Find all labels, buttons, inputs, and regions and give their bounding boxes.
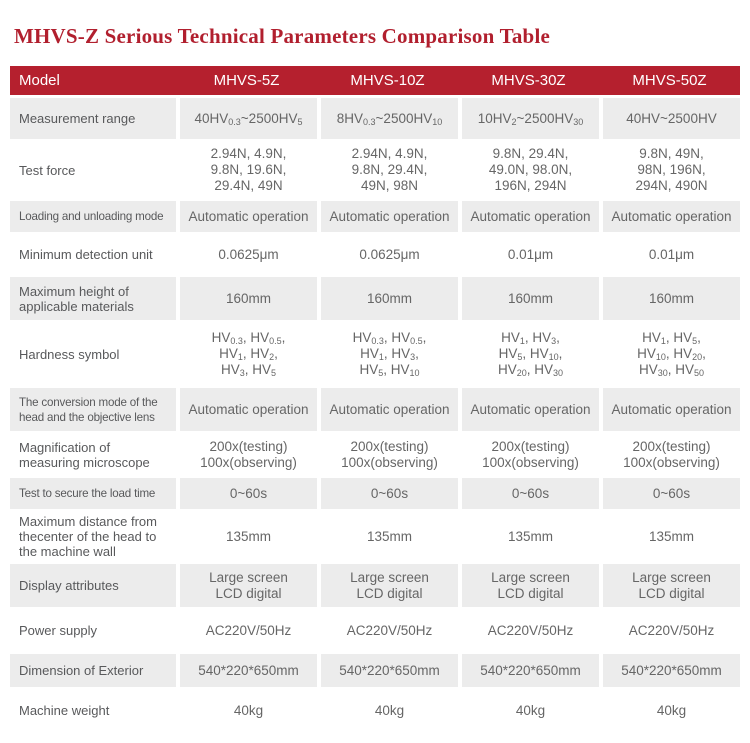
row-label: The conversion mode of the head and the … — [10, 385, 176, 431]
cell-value: Large screen LCD digital — [458, 561, 599, 607]
header-model: Model — [10, 66, 176, 95]
cell-value: Automatic operation — [599, 198, 740, 232]
cell-value: 160mm — [458, 274, 599, 320]
cell-value: 160mm — [176, 274, 317, 320]
row-load-time: Test to secure the load time 0~60s 0~60s… — [10, 475, 740, 509]
cell-value: 2.94N, 4.9N, 9.8N, 19.6N, 29.4N, 49N — [176, 139, 317, 198]
row-label: Hardness symbol — [10, 320, 176, 385]
cell-value: 40kg — [176, 687, 317, 731]
row-label: Maximum distance from thecenter of the h… — [10, 509, 176, 561]
cell-value: 160mm — [317, 274, 458, 320]
row-label: Display attributes — [10, 561, 176, 607]
cell-value: Automatic operation — [599, 385, 740, 431]
cell-value: Automatic operation — [317, 198, 458, 232]
cell-value: HV0.3, HV0.5, HV1, HV3, HV5, HV10 — [317, 320, 458, 385]
row-label: Minimum detection unit — [10, 232, 176, 274]
parameters-table: Model MHVS-5Z MHVS-10Z MHVS-30Z MHVS-50Z… — [10, 66, 740, 731]
header-mhvs-30z: MHVS-30Z — [458, 66, 599, 95]
cell-value: 0.0625μm — [176, 232, 317, 274]
cell-value: AC220V/50Hz — [458, 607, 599, 651]
cell-value: AC220V/50Hz — [176, 607, 317, 651]
cell-value: 540*220*650mm — [317, 651, 458, 687]
cell-value: 0.01μm — [458, 232, 599, 274]
table-header-row: Model MHVS-5Z MHVS-10Z MHVS-30Z MHVS-50Z — [10, 66, 740, 95]
cell-value: 10HV2~2500HV30 — [458, 95, 599, 139]
cell-value: 40HV~2500HV — [599, 95, 740, 139]
cell-value: AC220V/50Hz — [317, 607, 458, 651]
cell-value: Automatic operation — [458, 198, 599, 232]
row-label: Power supply — [10, 607, 176, 651]
row-magnification: Magnification of measuring microscope 20… — [10, 431, 740, 475]
cell-value: Automatic operation — [176, 385, 317, 431]
row-dimension-exterior: Dimension of Exterior 540*220*650mm 540*… — [10, 651, 740, 687]
cell-value: 0.0625μm — [317, 232, 458, 274]
cell-value: 0~60s — [458, 475, 599, 509]
cell-value: Automatic operation — [458, 385, 599, 431]
cell-value: 8HV0.3~2500HV10 — [317, 95, 458, 139]
cell-value: 0.01μm — [599, 232, 740, 274]
cell-value: 135mm — [599, 509, 740, 561]
row-display-attributes: Display attributes Large screen LCD digit… — [10, 561, 740, 607]
row-measurement-range: Measurement range 40HV0.3~2500HV5 8HV0.3… — [10, 95, 740, 139]
cell-value: 40HV0.3~2500HV5 — [176, 95, 317, 139]
cell-value: 40kg — [458, 687, 599, 731]
row-machine-weight: Machine weight 40kg 40kg 40kg 40kg — [10, 687, 740, 731]
cell-value: 135mm — [317, 509, 458, 561]
row-label: Test force — [10, 139, 176, 198]
row-label: Test to secure the load time — [10, 475, 176, 509]
row-loading-unloading-mode: Loading and unloading mode Automatic ope… — [10, 198, 740, 232]
cell-value: 9.8N, 49N, 98N, 196N, 294N, 490N — [599, 139, 740, 198]
cell-value: HV0.3, HV0.5, HV1, HV2, HV3, HV5 — [176, 320, 317, 385]
cell-value: 9.8N, 29.4N, 49.0N, 98.0N, 196N, 294N — [458, 139, 599, 198]
row-label: Machine weight — [10, 687, 176, 731]
cell-value: 0~60s — [599, 475, 740, 509]
cell-value: 135mm — [458, 509, 599, 561]
cell-value: 40kg — [317, 687, 458, 731]
cell-value: 540*220*650mm — [599, 651, 740, 687]
row-test-force: Test force 2.94N, 4.9N, 9.8N, 19.6N, 29.4N… — [10, 139, 740, 198]
row-label: Magnification of measuring microscope — [10, 431, 176, 475]
cell-value: 200x(testing) 100x(observing) — [317, 431, 458, 475]
row-conversion-mode: The conversion mode of the head and the … — [10, 385, 740, 431]
cell-value: Large screen LCD digital — [176, 561, 317, 607]
row-label: Loading and unloading mode — [10, 198, 176, 232]
row-label: Measurement range — [10, 95, 176, 139]
cell-value: 200x(testing) 100x(observing) — [176, 431, 317, 475]
row-minimum-detection-unit: Minimum detection unit 0.0625μm 0.0625μm… — [10, 232, 740, 274]
cell-value: 0~60s — [317, 475, 458, 509]
cell-value: Automatic operation — [317, 385, 458, 431]
cell-value: 540*220*650mm — [176, 651, 317, 687]
row-label: Dimension of Exterior — [10, 651, 176, 687]
cell-value: 135mm — [176, 509, 317, 561]
cell-value: AC220V/50Hz — [599, 607, 740, 651]
cell-value: 200x(testing) 100x(observing) — [599, 431, 740, 475]
cell-value: Large screen LCD digital — [599, 561, 740, 607]
header-mhvs-10z: MHVS-10Z — [317, 66, 458, 95]
cell-value: 0~60s — [176, 475, 317, 509]
cell-value: 40kg — [599, 687, 740, 731]
cell-value: 2.94N, 4.9N, 9.8N, 29.4N, 49N, 98N — [317, 139, 458, 198]
cell-value: HV1, HV3, HV5, HV10, HV20, HV30 — [458, 320, 599, 385]
row-power-supply: Power supply AC220V/50Hz AC220V/50Hz AC2… — [10, 607, 740, 651]
cell-value: HV1, HV5, HV10, HV20, HV30, HV50 — [599, 320, 740, 385]
header-mhvs-5z: MHVS-5Z — [176, 66, 317, 95]
row-hardness-symbol: Hardness symbol HV0.3, HV0.5, HV1, HV2, HV… — [10, 320, 740, 385]
cell-value: Large screen LCD digital — [317, 561, 458, 607]
row-maximum-height: Maximum height of applicable materials 1… — [10, 274, 740, 320]
row-label: Maximum height of applicable materials — [10, 274, 176, 320]
cell-value: 160mm — [599, 274, 740, 320]
cell-value: Automatic operation — [176, 198, 317, 232]
page-title: MHVS-Z Serious Technical Parameters Comp… — [14, 24, 550, 48]
header-mhvs-50z: MHVS-50Z — [599, 66, 740, 95]
cell-value: 200x(testing) 100x(observing) — [458, 431, 599, 475]
row-maximum-distance: Maximum distance from thecenter of the h… — [10, 509, 740, 561]
cell-value: 540*220*650mm — [458, 651, 599, 687]
